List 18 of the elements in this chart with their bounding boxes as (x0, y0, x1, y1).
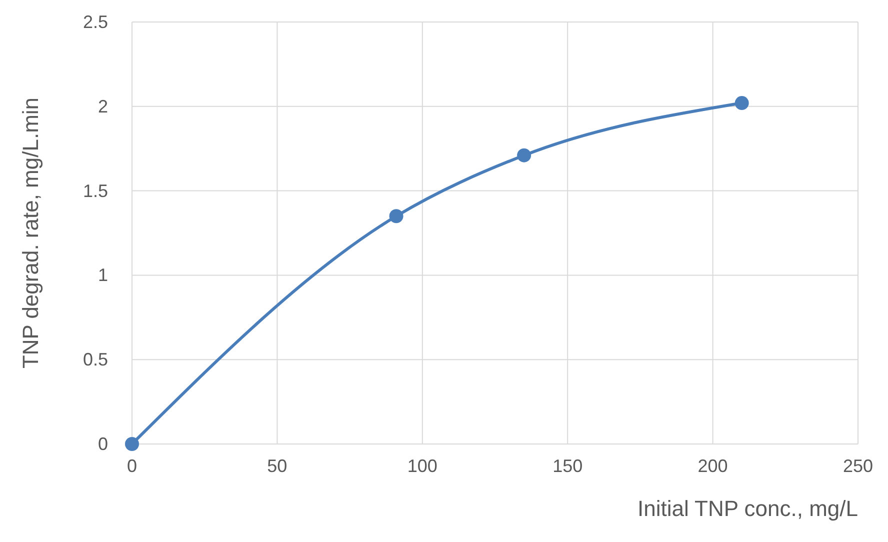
x-axis-title: Initial TNP conc., mg/L (637, 496, 858, 521)
x-tick-label: 250 (842, 456, 874, 476)
x-tick-label: 0 (126, 456, 138, 476)
x-tick-label: 200 (698, 456, 728, 476)
y-tick-label: 2 (98, 96, 108, 116)
y-tick-label: 1.5 (82, 180, 108, 201)
point (734, 96, 749, 110)
y-tick-label: 1 (98, 265, 108, 286)
point (389, 209, 404, 224)
y-axis-title: TNP degrad. rate, mg/L.min (18, 97, 43, 369)
x-tick-label: 100 (407, 456, 438, 476)
x-tick-label: 150 (552, 456, 583, 476)
point (125, 437, 139, 451)
y-tick-label: 0 (98, 434, 108, 454)
x-tick-label: 50 (267, 456, 288, 476)
y-tick-label: 2.5 (82, 12, 108, 32)
y-tick-label: 0.5 (82, 350, 108, 370)
point (517, 148, 532, 162)
